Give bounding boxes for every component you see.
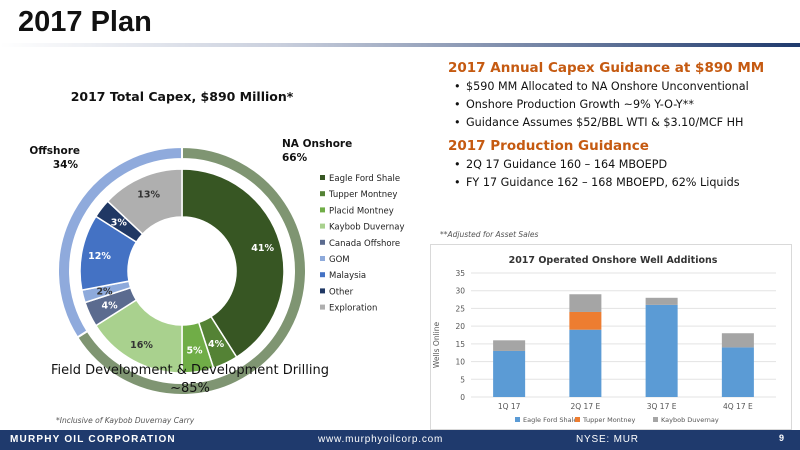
legend-swatch-6	[320, 272, 325, 278]
bar-chart-title: 2017 Operated Onshore Well Additions	[509, 255, 718, 266]
inner-ring-label-4: 4%	[102, 301, 119, 312]
inner-ring-label-6: 12%	[88, 251, 111, 262]
inner-ring-label-1: 4%	[208, 339, 225, 350]
x-tick-label-1: 2Q 17 E	[571, 402, 601, 411]
legend-swatch-2	[320, 207, 325, 213]
adjusted-note: **Adjusted for Asset Sales	[440, 230, 539, 239]
bar-legend-swatch-1	[575, 417, 580, 422]
well-additions-bar-chart: 2017 Operated Onshore Well Additions Wel…	[432, 255, 776, 424]
inner-ring-labels: 41% 4% 5% 16% 4% 2% 12% 3% 13%	[88, 189, 274, 356]
legend-label-0: Eagle Ford Shale	[329, 174, 400, 184]
bar-0-0	[493, 350, 526, 397]
inner-ring-label-5: 2%	[96, 286, 113, 297]
bar-2-2	[645, 297, 678, 305]
bar-legend-swatch-2	[653, 417, 658, 422]
x-tick-label-2: 3Q 17 E	[647, 402, 677, 411]
capex-donut-chart: 2017 Total Capex, $890 Million* 41% 4% 5% 1…	[29, 89, 405, 396]
legend-swatch-0	[320, 175, 325, 180]
bar-1-2	[569, 294, 602, 312]
production-bullet: 2Q 17 Guidance 160 – 164 MBOEPD	[454, 156, 800, 174]
footer-bar: MURPHY OIL CORPORATION www.murphyoilcorp…	[0, 430, 800, 450]
capex-bullet: $590 MM Allocated to NA Onshore Unconven…	[454, 78, 800, 96]
bar-legend: Eagle Ford Shale Tupper Montney Kaybob Duv…	[515, 416, 719, 424]
bar-legend-label-0: Eagle Ford Shale	[523, 416, 577, 424]
bar-legend-swatch-0	[515, 417, 520, 422]
outer-pct-na-onshore: 66%	[282, 152, 308, 164]
bar-chart-ylabel: Wells Online	[432, 321, 441, 368]
title-divider	[0, 43, 800, 47]
donut-caption-line2: ~85%	[170, 381, 210, 396]
y-tick-label-3: 15	[455, 340, 465, 349]
legend-swatch-5	[320, 256, 325, 261]
bar-marks	[493, 294, 754, 397]
bar-1-0	[569, 329, 602, 397]
legend-label-5: GOM	[329, 255, 350, 265]
well-additions-chart-box: 2017 Operated Onshore Well Additions Wel…	[430, 244, 792, 430]
legend-swatch-3	[320, 223, 325, 229]
bar-1-1	[569, 311, 602, 330]
slide-title: 2017 Plan	[18, 6, 152, 38]
inner-ring-segment-0	[181, 168, 285, 359]
outer-ring	[57, 145, 307, 396]
legend-label-2: Placid Montney	[329, 206, 394, 216]
outer-pct-offshore: 34%	[53, 159, 79, 171]
footer-url: www.murphyoilcorp.com	[318, 434, 444, 445]
inner-ring-label-7: 3%	[111, 217, 128, 228]
inner-ring-label-3: 16%	[130, 340, 153, 351]
production-bullet: FY 17 Guidance 162 – 168 MBOEPD, 62% Liq…	[454, 174, 800, 192]
legend-label-6: Malaysia	[329, 271, 366, 281]
y-tick-label-4: 20	[455, 322, 465, 331]
capex-chart-panel: 2017 Total Capex, $890 Million* 41% 4% 5% 1…	[0, 52, 420, 424]
bar-y-ticks: 0 5 10 15 20 25 30 35	[455, 269, 465, 402]
donut-chart-title: 2017 Total Capex, $890 Million*	[71, 89, 294, 104]
legend-label-1: Tupper Montney	[328, 190, 397, 200]
y-tick-label-1: 5	[460, 375, 465, 384]
legend-label-4: Canada Offshore	[329, 239, 400, 249]
bar-legend-label-2: Kaybob Duvernay	[661, 416, 719, 424]
capex-guidance-heading: 2017 Annual Capex Guidance at $890 MM	[448, 60, 765, 76]
outer-label-na-onshore: NA Onshore	[282, 138, 352, 150]
outer-ring-segment-1	[57, 145, 183, 339]
page-number: 9	[778, 433, 784, 443]
inner-ring	[79, 168, 285, 374]
footer-ticker: NYSE: MUR	[576, 434, 639, 445]
inner-ring-label-0: 41%	[251, 243, 274, 254]
inner-ring-segment-8	[106, 168, 183, 236]
outer-label-offshore: Offshore	[29, 145, 80, 157]
bar-2-0	[645, 304, 678, 397]
legend-swatch-4	[320, 239, 325, 245]
legend-label-8: Exploration	[329, 304, 377, 314]
x-tick-label-3: 4Q 17 E	[723, 402, 753, 411]
legend-swatch-7	[320, 288, 325, 294]
y-tick-label-7: 35	[455, 269, 465, 278]
capex-bullet: Onshore Production Growth ~9% Y-O-Y**	[454, 96, 800, 114]
legend-swatch-8	[320, 304, 325, 310]
inner-ring-label-8: 13%	[137, 189, 160, 200]
legend-label-7: Other	[329, 287, 354, 297]
capex-footnote: *Inclusive of Kaybob Duvernay Carry	[56, 416, 195, 425]
legend-swatch-1	[320, 191, 325, 197]
bar-3-2	[721, 333, 754, 348]
donut-legend: Eagle Ford Shale Tupper Montney Placid Mon…	[320, 174, 405, 314]
y-tick-label-0: 0	[460, 393, 465, 402]
production-guidance-heading: 2017 Production Guidance	[448, 138, 649, 154]
production-guidance-list: 2Q 17 Guidance 160 – 164 MBOEPD FY 17 Gu…	[428, 156, 800, 192]
x-tick-label-0: 1Q 17	[498, 402, 521, 411]
donut-caption-line1: Field Development & Development Drilling	[51, 363, 329, 378]
bar-3-0	[721, 347, 754, 397]
y-tick-label-6: 30	[455, 287, 465, 296]
guidance-panel: 2017 Annual Capex Guidance at $890 MM $5…	[428, 60, 800, 198]
inner-ring-label-2: 5%	[186, 346, 203, 357]
y-tick-label-5: 25	[455, 304, 465, 313]
capex-bullet: Guidance Assumes $52/BBL WTI & $3.10/MCF…	[454, 114, 800, 132]
legend-label-3: Kaybob Duvernay	[329, 223, 405, 233]
bar-0-2	[493, 340, 526, 351]
capex-guidance-list: $590 MM Allocated to NA Onshore Unconven…	[428, 78, 800, 132]
y-tick-label-2: 10	[455, 358, 465, 367]
bar-x-ticks: 1Q 17 2Q 17 E 3Q 17 E 4Q 17 E	[498, 402, 753, 411]
bar-legend-label-1: Tupper Montney	[582, 416, 635, 424]
footer-company: MURPHY OIL CORPORATION	[10, 434, 176, 445]
